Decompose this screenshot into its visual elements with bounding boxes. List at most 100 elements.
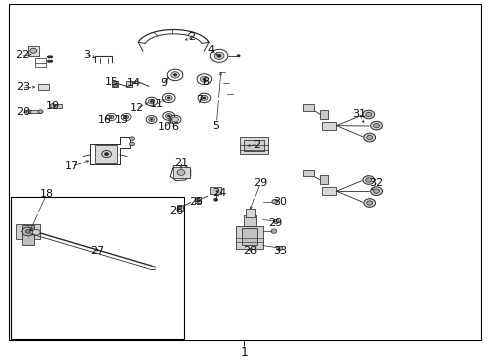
Bar — [303, 170, 313, 176]
Circle shape — [373, 123, 379, 128]
Circle shape — [148, 117, 154, 122]
Circle shape — [201, 95, 207, 100]
Circle shape — [26, 110, 31, 113]
Bar — [53, 104, 61, 108]
Bar — [243, 215, 255, 226]
Text: 15: 15 — [104, 77, 118, 87]
Bar — [245, 209, 254, 217]
Circle shape — [363, 199, 375, 207]
Bar — [239, 137, 267, 154]
Circle shape — [50, 56, 53, 58]
Bar — [210, 187, 221, 194]
Circle shape — [366, 135, 372, 140]
Circle shape — [177, 170, 184, 175]
Text: 11: 11 — [149, 99, 163, 109]
Circle shape — [123, 115, 128, 119]
Text: 29: 29 — [267, 218, 282, 228]
Circle shape — [109, 115, 114, 119]
Text: 27: 27 — [89, 246, 104, 256]
Bar — [126, 81, 132, 87]
Circle shape — [273, 219, 279, 224]
Text: 1: 1 — [240, 346, 248, 359]
Text: 6: 6 — [171, 122, 178, 132]
Text: 21: 21 — [174, 158, 187, 168]
Circle shape — [165, 95, 172, 100]
Circle shape — [365, 112, 371, 117]
Circle shape — [237, 55, 240, 57]
Circle shape — [200, 76, 208, 82]
Circle shape — [362, 176, 374, 184]
Circle shape — [171, 117, 178, 122]
Text: 24: 24 — [211, 188, 226, 198]
Text: 2: 2 — [188, 32, 195, 42]
Text: 12: 12 — [130, 103, 143, 113]
Circle shape — [113, 84, 118, 87]
Circle shape — [150, 101, 152, 102]
Bar — [22, 225, 34, 245]
Circle shape — [270, 229, 276, 233]
Text: 33: 33 — [272, 246, 286, 256]
Text: 14: 14 — [126, 78, 140, 88]
Text: 5: 5 — [212, 121, 219, 131]
Text: 9: 9 — [160, 78, 167, 88]
Text: 2: 2 — [253, 140, 260, 150]
Text: 13: 13 — [115, 114, 129, 125]
Circle shape — [102, 150, 111, 158]
Circle shape — [170, 72, 179, 78]
Bar — [177, 205, 183, 211]
Text: 28: 28 — [243, 246, 257, 256]
Text: 31: 31 — [352, 109, 366, 120]
Circle shape — [373, 189, 379, 193]
Bar — [320, 110, 327, 119]
Circle shape — [365, 178, 371, 182]
Text: 23: 23 — [16, 82, 30, 92]
Text: 16: 16 — [98, 114, 112, 125]
Circle shape — [203, 97, 205, 99]
Bar — [194, 197, 201, 203]
Circle shape — [213, 198, 217, 201]
Bar — [235, 226, 262, 249]
Circle shape — [271, 199, 277, 204]
Circle shape — [370, 187, 382, 195]
Circle shape — [362, 110, 374, 119]
Bar — [95, 145, 117, 163]
Text: 20: 20 — [16, 107, 30, 117]
Text: 18: 18 — [40, 189, 54, 199]
Text: 32: 32 — [369, 178, 383, 188]
Circle shape — [165, 113, 172, 118]
Bar — [16, 224, 40, 239]
Bar — [11, 197, 184, 339]
Circle shape — [50, 60, 53, 62]
Text: 19: 19 — [46, 101, 60, 111]
Bar — [242, 228, 256, 245]
Bar — [321, 187, 336, 195]
Bar — [172, 167, 189, 178]
Circle shape — [129, 142, 134, 146]
Circle shape — [50, 104, 56, 108]
Circle shape — [167, 97, 170, 99]
Text: 17: 17 — [65, 161, 79, 171]
Circle shape — [22, 227, 34, 236]
Bar — [28, 110, 41, 113]
Text: 25: 25 — [189, 197, 203, 207]
Circle shape — [173, 74, 176, 76]
Bar — [303, 104, 313, 111]
Circle shape — [104, 153, 108, 156]
Circle shape — [167, 115, 169, 117]
Text: 8: 8 — [202, 77, 208, 87]
Bar — [243, 140, 264, 151]
Circle shape — [214, 52, 224, 59]
Circle shape — [178, 206, 182, 209]
Circle shape — [217, 54, 221, 57]
Text: 4: 4 — [207, 45, 214, 55]
Bar — [28, 46, 39, 56]
Circle shape — [363, 133, 375, 142]
Circle shape — [203, 78, 205, 80]
Circle shape — [32, 229, 40, 235]
Circle shape — [276, 246, 282, 251]
Bar — [320, 175, 327, 184]
Circle shape — [195, 198, 200, 202]
Text: 22: 22 — [15, 50, 29, 60]
Text: 26: 26 — [169, 206, 183, 216]
Bar — [38, 84, 49, 90]
